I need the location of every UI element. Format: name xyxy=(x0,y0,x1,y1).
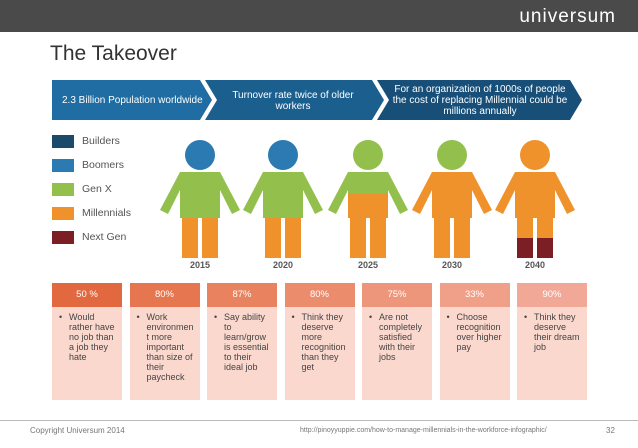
figure-part xyxy=(350,218,366,258)
figure-part xyxy=(412,172,432,214)
figure-part xyxy=(263,172,303,194)
legend-label: Gen X xyxy=(82,183,112,195)
year-label: 2040 xyxy=(524,260,546,270)
card-percent: 80% xyxy=(284,283,355,307)
card-text: Think they deserve their dream job xyxy=(517,307,587,352)
year-label: 2030 xyxy=(441,260,463,270)
page-number: 32 xyxy=(606,426,615,435)
card: 33%Choose recognition over higher pay xyxy=(439,283,510,400)
card-text: Would rather have no job than a job they… xyxy=(52,307,122,362)
figure-part xyxy=(517,238,533,258)
card: 90%Think they deserve their dream job xyxy=(517,283,587,400)
card-percent: 33% xyxy=(439,283,510,307)
card-text: Think they deserve more recognition than… xyxy=(285,307,355,372)
figure-part xyxy=(432,194,472,218)
figure-part xyxy=(263,194,303,218)
figure-part xyxy=(454,218,470,258)
card: 50 %Would rather have no job than a job … xyxy=(52,283,122,400)
footer-rule xyxy=(0,420,638,421)
top-bar xyxy=(0,0,638,32)
banner-arrow xyxy=(377,80,582,120)
figure-part xyxy=(495,172,515,214)
banner-text: For an organization of 1000s of people t… xyxy=(392,84,568,117)
card-text: Are not completely satisfied with their … xyxy=(362,307,432,362)
figure-part xyxy=(515,194,555,218)
figure-part xyxy=(160,172,180,214)
figure-part xyxy=(328,172,348,214)
card-percent: 87% xyxy=(207,283,277,307)
banner-text: Turnover rate twice of older workers xyxy=(232,90,354,112)
figure-part xyxy=(202,218,218,258)
figure-part xyxy=(515,172,555,194)
card: 87%Say ability to learn/grow is essentia… xyxy=(207,283,277,400)
figure-part xyxy=(434,218,450,258)
figure-part xyxy=(303,172,323,214)
legend-label: Next Gen xyxy=(82,231,127,243)
logo: universum xyxy=(519,6,616,27)
figure-part xyxy=(537,238,553,258)
figure-part xyxy=(268,140,298,170)
banner-arrow xyxy=(205,80,384,120)
card: 80%Think they deserve more recognition t… xyxy=(284,283,355,400)
figure-part xyxy=(180,194,220,218)
source-url: http://pinoyyuppie.com/how-to-manage-mil… xyxy=(300,427,547,434)
figure-part xyxy=(220,172,240,214)
card-percent: 50 % xyxy=(52,283,122,307)
figure-part xyxy=(370,218,386,258)
figure-part xyxy=(520,140,550,170)
card-text: Work environmen t more important than si… xyxy=(130,307,200,382)
figure-part xyxy=(348,172,388,194)
card: 75%Are not completely satisfied with the… xyxy=(362,283,432,400)
title: The Takeover xyxy=(50,42,177,65)
figure-part xyxy=(285,218,301,258)
figure-part xyxy=(388,172,408,214)
year-label: 2020 xyxy=(272,260,294,270)
legend-label: Boomers xyxy=(82,159,125,171)
figure-part xyxy=(348,194,388,218)
card-percent: 90% xyxy=(517,283,587,307)
legend-swatch xyxy=(52,207,74,220)
figure-part xyxy=(180,172,220,194)
year-label: 2015 xyxy=(189,260,211,270)
figure-part xyxy=(185,140,215,170)
card-percent: 75% xyxy=(362,283,432,307)
figure-part xyxy=(243,172,263,214)
legend-label: Millennials xyxy=(82,207,132,219)
legend-swatch xyxy=(52,231,74,244)
figure-part xyxy=(265,218,281,258)
figure-part xyxy=(353,140,383,170)
banner-arrow xyxy=(52,80,212,120)
year-label: 2025 xyxy=(357,260,379,270)
banner-text: 2.3 Billion Population worldwide xyxy=(62,95,203,106)
figure-part xyxy=(437,140,467,170)
legend-label: Builders xyxy=(82,135,120,147)
figure-part xyxy=(432,172,472,194)
copyright: Copyright Universum 2014 xyxy=(30,426,125,435)
figure-part xyxy=(182,218,198,258)
graphics xyxy=(52,80,582,258)
legend-swatch xyxy=(52,159,74,172)
figure-part xyxy=(555,172,575,214)
figure-part xyxy=(472,172,492,214)
card-text: Choose recognition over higher pay xyxy=(440,307,510,352)
legend-swatch xyxy=(52,135,74,148)
card: 80%Work environmen t more important than… xyxy=(129,283,200,400)
legend-swatch xyxy=(52,183,74,196)
card-text: Say ability to learn/grow is essential t… xyxy=(207,307,277,372)
card-percent: 80% xyxy=(129,283,200,307)
